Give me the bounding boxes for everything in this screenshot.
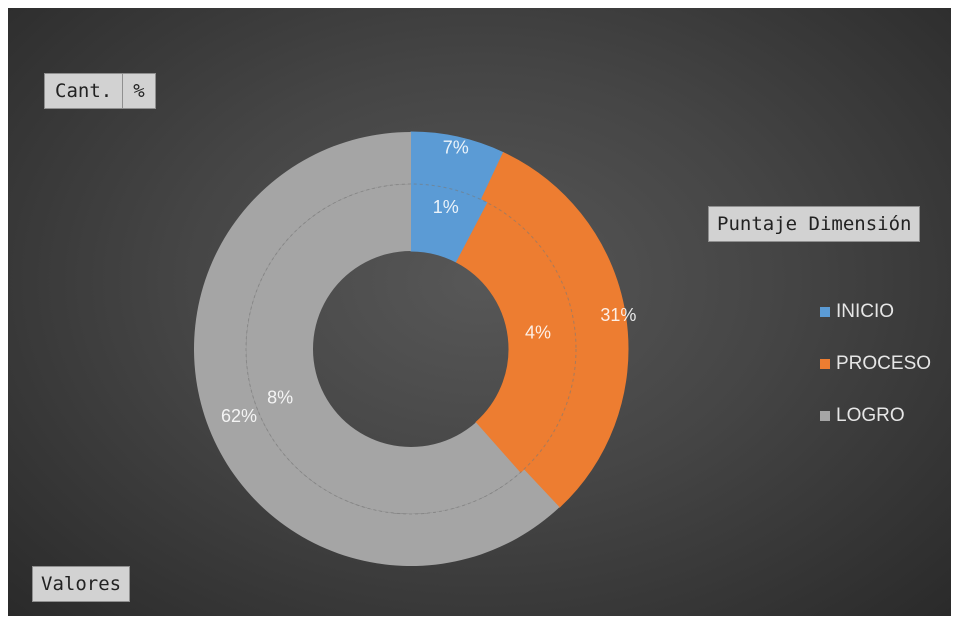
legend-swatch-proceso [820, 359, 830, 369]
field-button-percent[interactable]: % [122, 74, 154, 108]
legend-item-inicio[interactable]: INICIO [820, 286, 931, 338]
data-label-inner-logro: 8% [267, 387, 293, 407]
pivot-field-buttons: Cant. % [44, 73, 156, 109]
chart-area: 7% 31% 62% 1% 4% 8% Cant. % Puntaje Dimensión… [8, 8, 951, 616]
data-label-inner-inicio: 1% [433, 197, 459, 217]
legend-item-logro[interactable]: LOGRO [820, 390, 931, 442]
legend-swatch-logro [820, 411, 830, 421]
slice-inner-logro[interactable] [245, 184, 521, 514]
legend: INICIO PROCESO LOGRO [820, 286, 931, 442]
data-label-outer-logro: 62% [221, 406, 257, 426]
legend-item-proceso[interactable]: PROCESO [820, 338, 931, 390]
donut-chart: 7% 31% 62% 1% 4% 8% [193, 131, 636, 566]
legend-label-proceso: PROCESO [836, 353, 932, 374]
legend-label-inicio: INICIO [836, 301, 895, 322]
legend-swatch-inicio [820, 307, 830, 317]
values-field-button[interactable]: Valores [32, 566, 131, 602]
slice-outer-logro[interactable] [193, 132, 560, 566]
legend-label-logro: LOGRO [836, 405, 905, 426]
legend-field-button[interactable]: Puntaje Dimensión [708, 206, 921, 242]
data-label-outer-proceso: 31% [600, 305, 636, 325]
field-button-cant[interactable]: Cant. [55, 80, 113, 102]
data-label-inner-proceso: 4% [525, 322, 551, 342]
ring-divider [245, 183, 577, 515]
data-label-outer-inicio: 7% [443, 138, 469, 158]
